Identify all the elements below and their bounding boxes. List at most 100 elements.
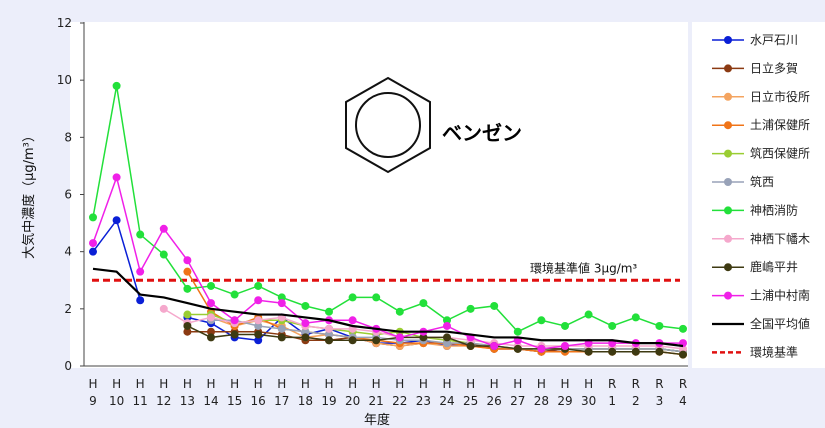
data-point <box>183 321 192 330</box>
data-point <box>490 301 499 310</box>
x-tick-num: 17 <box>274 394 289 408</box>
x-tick-era: H <box>348 377 357 391</box>
y-tick-label: 8 <box>64 130 72 144</box>
data-point <box>443 316 451 325</box>
data-point <box>584 347 593 356</box>
data-point <box>207 299 215 308</box>
data-point <box>207 327 215 336</box>
data-point <box>136 230 145 239</box>
data-point <box>655 347 664 356</box>
x-tick-era: H <box>466 377 475 391</box>
data-point <box>136 267 145 276</box>
legend-marker <box>724 121 732 130</box>
data-point <box>466 341 475 350</box>
x-tick-num: 23 <box>416 394 431 408</box>
x-tick-num: 25 <box>463 394 478 408</box>
data-point <box>348 316 357 325</box>
data-point <box>159 250 168 259</box>
data-point <box>112 81 121 90</box>
data-point <box>443 333 451 342</box>
legend-entry: 神栖消防 <box>750 202 798 217</box>
data-point <box>277 299 286 308</box>
data-point <box>230 330 239 339</box>
data-point <box>254 316 263 325</box>
x-tick-num: 29 <box>557 394 572 408</box>
x-tick-era: H <box>136 377 145 391</box>
data-point <box>561 341 569 350</box>
data-point <box>679 350 687 359</box>
x-tick-num: 13 <box>180 394 195 408</box>
legend-entry: 鹿嶋平井 <box>750 259 798 274</box>
plot-area <box>70 22 688 368</box>
series-11 <box>92 267 684 348</box>
data-point <box>655 321 664 330</box>
x-tick-num: 11 <box>133 394 148 408</box>
x-tick-era: H <box>419 377 428 391</box>
x-tick-era: H <box>442 377 451 391</box>
y-tick-label: 4 <box>64 245 72 259</box>
y-tick-label: 6 <box>64 188 72 202</box>
legend-marker <box>724 178 732 186</box>
legend-marker <box>724 234 732 243</box>
legend-entry: 日立多賀 <box>750 60 798 75</box>
data-point <box>325 330 333 339</box>
data-point <box>608 321 617 330</box>
legend-panel <box>692 22 825 368</box>
data-point <box>254 321 263 330</box>
x-tick-num: 15 <box>227 394 242 408</box>
x-tick-era: H <box>513 377 522 391</box>
x-tick-num: 20 <box>345 394 360 408</box>
data-point <box>301 333 310 342</box>
y-ticks: 0 2 4 6 8 10 12 <box>57 16 84 373</box>
y-tick-label: 0 <box>64 359 72 373</box>
x-tick-era: H <box>112 377 121 391</box>
data-point <box>395 307 404 316</box>
data-point <box>277 324 286 333</box>
y-tick-label: 12 <box>57 16 72 30</box>
data-point <box>443 321 451 330</box>
standard-label: 環境基準値 3μg/m³ <box>530 260 637 275</box>
data-point <box>183 267 192 276</box>
x-tick-era: R <box>679 377 687 391</box>
data-point <box>301 319 310 328</box>
x-tick-era: H <box>395 377 404 391</box>
data-point <box>348 336 357 345</box>
data-point <box>372 293 381 302</box>
data-point <box>490 341 499 350</box>
x-tick-num: 4 <box>679 394 687 408</box>
x-axis-title: 年度 <box>364 412 390 428</box>
x-tick-num: 12 <box>156 394 171 408</box>
data-point <box>207 313 215 322</box>
data-point <box>254 336 263 345</box>
x-tick-num: 26 <box>487 394 502 408</box>
x-tick-num: 1 <box>608 394 616 408</box>
data-point <box>325 307 333 316</box>
legend-marker <box>724 149 732 158</box>
series-line <box>92 267 684 348</box>
x-tick-num: 30 <box>581 394 596 408</box>
chart-title: ベンゼン <box>442 121 522 145</box>
x-tick-num: 21 <box>369 394 384 408</box>
x-tick-num: 19 <box>321 394 336 408</box>
legend: 水戸石川日立多賀日立市役所土浦保健所筑西保健所筑西神栖消防神栖下幡木鹿嶋平井土浦… <box>712 33 810 359</box>
x-tick-num: 24 <box>439 394 454 408</box>
data-point <box>230 316 239 325</box>
x-tick-num: 9 <box>89 394 97 408</box>
legend-entry: 全国平均値 <box>750 316 810 331</box>
data-point <box>419 333 428 342</box>
x-tick-era: H <box>560 377 569 391</box>
data-point <box>584 310 593 319</box>
y-tick-label: 2 <box>64 302 72 316</box>
legend-entry: 筑西 <box>750 174 774 189</box>
legend-marker <box>724 64 732 73</box>
data-point <box>112 216 121 225</box>
data-point <box>89 239 97 248</box>
x-tick-era: R <box>608 377 616 391</box>
x-tick-era: H <box>183 377 192 391</box>
x-tick-era: H <box>301 377 310 391</box>
legend-marker <box>724 206 732 215</box>
data-point <box>301 327 310 336</box>
data-point <box>89 247 97 256</box>
data-point <box>513 327 522 336</box>
y-tick-label: 10 <box>57 73 72 87</box>
